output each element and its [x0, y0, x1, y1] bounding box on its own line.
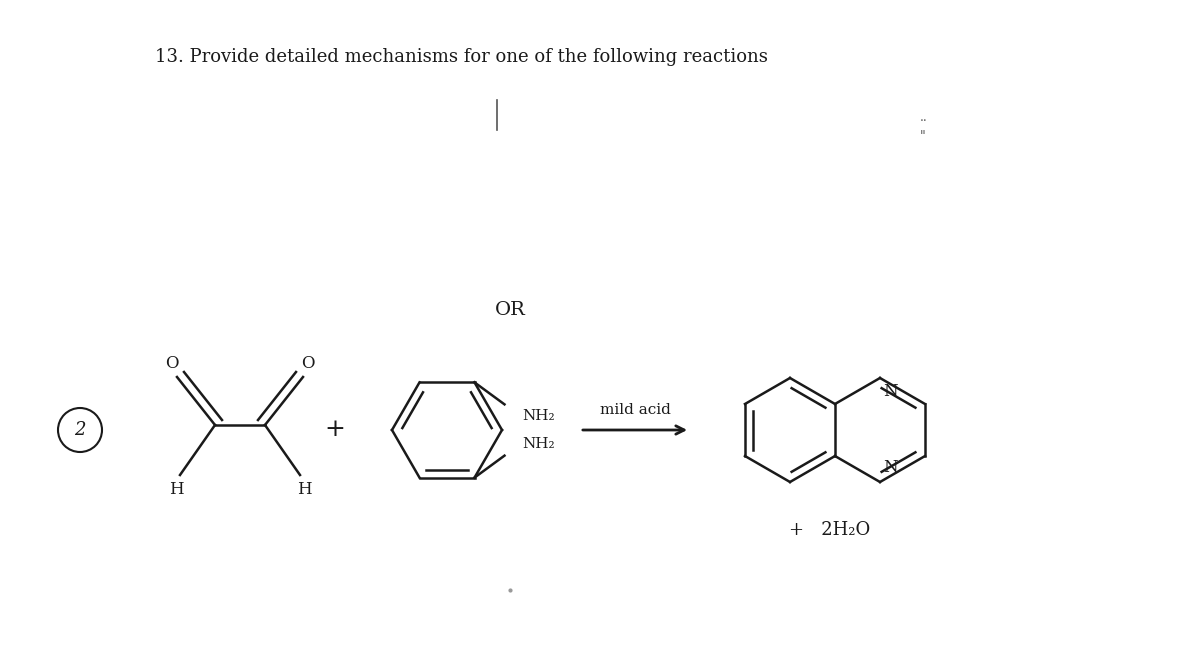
- Text: 13. Provide detailed mechanisms for one of the following reactions: 13. Provide detailed mechanisms for one …: [155, 48, 768, 66]
- Text: ··
": ·· ": [920, 115, 928, 143]
- Text: H: H: [296, 481, 311, 498]
- Text: +: +: [324, 418, 346, 442]
- Text: O: O: [166, 354, 179, 371]
- Text: +   2H₂O: + 2H₂O: [790, 521, 871, 539]
- Text: N: N: [883, 383, 898, 401]
- Text: 2: 2: [74, 421, 85, 439]
- Text: OR: OR: [494, 301, 526, 319]
- Text: O: O: [301, 354, 314, 371]
- Text: H: H: [169, 481, 184, 498]
- Text: mild acid: mild acid: [600, 403, 671, 417]
- Text: NH₂: NH₂: [522, 437, 556, 451]
- Text: NH₂: NH₂: [522, 409, 556, 424]
- Text: N: N: [883, 459, 898, 477]
